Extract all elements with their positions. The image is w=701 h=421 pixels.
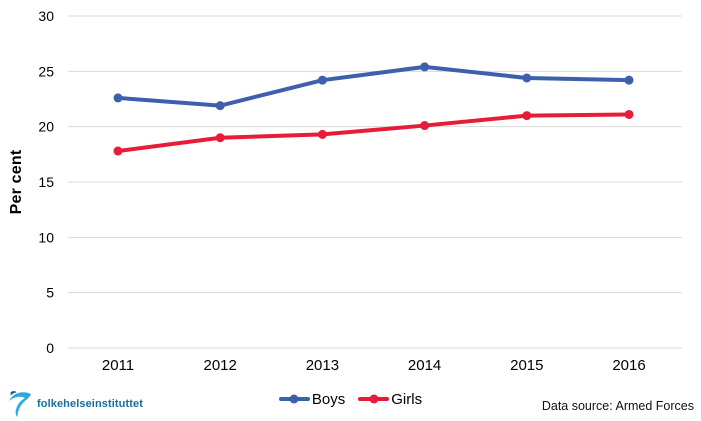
- legend-label-boys: Boys: [311, 390, 346, 408]
- data-point: [215, 133, 225, 143]
- y-tick-label: 30: [38, 8, 54, 24]
- girls-line-marker-icon: [358, 394, 390, 404]
- data-source-text: Data source: Armed Forces: [541, 399, 694, 413]
- x-axis-label: 2016: [612, 357, 645, 374]
- fhi-logo-text: folkehelseinstituttet: [37, 397, 144, 410]
- y-tick-label: 5: [46, 285, 54, 301]
- y-tick-label: 15: [38, 174, 54, 190]
- legend-item-girls: Girls: [358, 392, 422, 407]
- series-line: [116, 64, 631, 108]
- y-tick-label: 10: [38, 229, 54, 245]
- girls-dot-icon: [369, 394, 379, 404]
- data-point: [317, 75, 327, 85]
- x-axis-labels: 2011 2012 2013 2014 2015 2016: [102, 357, 646, 374]
- fhi-logo: folkehelseinstituttet: [8, 390, 143, 417]
- x-axis-label: 2014: [408, 357, 441, 374]
- legend-item-boys: Boys: [278, 390, 346, 408]
- legend-label-girls: Girls: [391, 390, 423, 408]
- data-point: [624, 75, 634, 85]
- data-point: [624, 109, 634, 119]
- chart-legend: Boys Girls: [0, 388, 701, 410]
- data-point: [420, 121, 430, 131]
- y-tick-label: 25: [38, 63, 54, 79]
- data-point: [522, 73, 532, 83]
- gridlines: [68, 15, 682, 349]
- x-axis-label: 2012: [204, 357, 237, 374]
- data-point: [317, 129, 327, 139]
- x-axis-label: 2011: [102, 357, 134, 374]
- y-axis-tick-labels: 30 25 20 15 10 5 0: [38, 8, 54, 356]
- data-point: [113, 93, 123, 103]
- fhi-logo-icon: [9, 391, 31, 417]
- y-tick-label: 0: [46, 340, 54, 356]
- x-axis-label: 2013: [306, 357, 339, 374]
- series-girls: [113, 109, 634, 156]
- series-line: [116, 112, 631, 154]
- boys-line-marker-icon: [278, 394, 310, 404]
- data-point: [522, 111, 532, 121]
- series-boys: [113, 62, 634, 111]
- x-axis-label: 2015: [510, 357, 543, 374]
- boys-dot-icon: [289, 394, 299, 404]
- y-tick-label: 20: [38, 119, 54, 135]
- data-point: [215, 101, 225, 111]
- data-point: [420, 62, 430, 72]
- data-point: [113, 146, 123, 156]
